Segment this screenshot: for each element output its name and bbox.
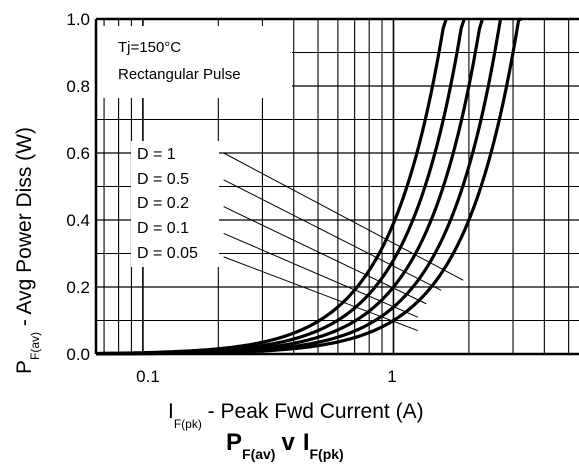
- x-axis-title-sub: F(pk): [174, 417, 202, 431]
- duty-guide-line: [223, 232, 418, 318]
- x-tick-label: 0.1: [136, 367, 160, 386]
- x-axis-title-rest: - Peak Fwd Current (A): [202, 400, 424, 423]
- duty-label-0.1: D = 0.1: [137, 220, 189, 237]
- chart-caption: PF(av) v IF(pk): [226, 429, 344, 462]
- duty-guide-line: [223, 152, 464, 281]
- annotation-temperature: Tj=150°C: [118, 39, 181, 56]
- y-tick-label: 0.6: [66, 144, 90, 163]
- annotation-pulse: Rectangular Pulse: [118, 66, 241, 83]
- duty-guide-line: [223, 256, 418, 332]
- y-tick-label: 0.0: [66, 345, 90, 364]
- duty-label-0.2: D = 0.2: [137, 195, 189, 212]
- caption-i-sub: F(pk): [310, 446, 344, 462]
- y-tick-label: 0.4: [66, 211, 90, 230]
- duty-guide-line: [223, 179, 442, 291]
- x-axis-title: IF(pk) - Peak Fwd Current (A): [168, 400, 424, 431]
- duty-label-0.5: D = 0.5: [137, 171, 189, 188]
- x-axis-title-main: I: [168, 400, 174, 423]
- x-tick-label: 1: [387, 367, 396, 386]
- annotation-box: [97, 26, 292, 98]
- caption-p: P: [226, 429, 242, 456]
- duty-label-0.05: D = 0.05: [137, 245, 198, 262]
- y-axis-title-rest: - Avg Power Diss (W): [13, 127, 36, 332]
- y-axis-title: PF(av) - Avg Power Diss (W): [13, 127, 42, 374]
- y-axis-title-sub: F(av): [28, 332, 42, 360]
- caption-i: I: [303, 429, 310, 456]
- y-axis-title-main: P: [13, 360, 36, 374]
- duty-label-1: D = 1: [137, 146, 176, 163]
- caption-v: v: [281, 429, 295, 456]
- duty-legend-box: [131, 141, 219, 267]
- caption-p-sub: F(av): [242, 446, 275, 462]
- y-tick-label: 0.2: [66, 278, 90, 297]
- y-tick-label: 1.0: [66, 10, 90, 29]
- y-tick-label: 0.8: [66, 77, 90, 96]
